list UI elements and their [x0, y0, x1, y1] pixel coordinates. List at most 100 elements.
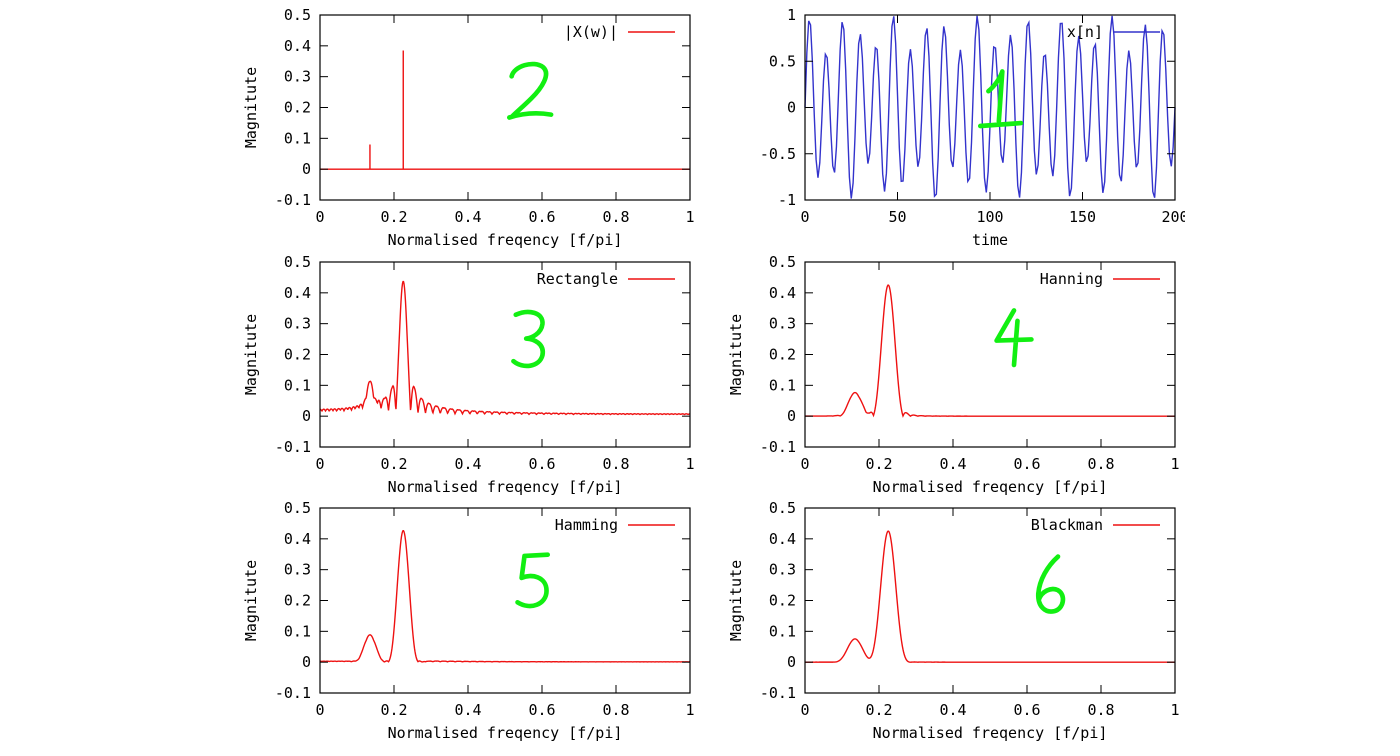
y-tick-label: 0.2 [769, 592, 796, 610]
chart-svg-blackman-window-spectrum: 0 0.2 0.4 0.6 0.8 1-0.100.10.20.30.40.5Normal… [725, 500, 1185, 750]
y-axis-label: Magnitute [242, 560, 260, 641]
x-tick-label: 0.8 [1087, 701, 1114, 719]
x-tick-label: 0.2 [865, 701, 892, 719]
legend-label: Hanning [1040, 270, 1103, 288]
y-axis-label: Magnitute [727, 314, 745, 395]
handwritten-digit-annotation [1035, 554, 1066, 614]
panel-hamming-window-spectrum: 0 0.2 0.4 0.6 0.8 1 -0.1 0 0.1 0.2 0.3 0.4 0.5 Normal… [240, 500, 700, 750]
x-tick-label: 0.8 [602, 701, 629, 719]
x-tick-label: 0 [800, 455, 809, 473]
y-tick-label: 0.2 [284, 592, 311, 610]
x-tick-label: 0.4 [454, 701, 481, 719]
x-tick-label: 200 [1161, 208, 1185, 226]
x-tick-label: 150 [1069, 208, 1096, 226]
x-axis-label: Normalised freqency [f/pi] [873, 724, 1108, 742]
chart-svg-time-signal: 0 50 100 150 200 -1 -0.5 0 0.5 1 time x[n] [725, 7, 1185, 257]
handwritten-digit-annotation [515, 552, 551, 609]
chart-svg-hamming-window-spectrum: 0 0.2 0.4 0.6 0.8 1-0.100.10.20.30.40.5Normal… [240, 500, 700, 750]
series-curve-blackman-window-spectrum [805, 530, 1175, 663]
x-tick-label: 1 [1170, 455, 1179, 473]
legend-label: |X(w)| [564, 23, 618, 41]
panel-dft-spectrum: 0 0.2 0.4 0.6 0.8 1 -0.1 0 0.1 0.2 0.3 0.4 0.5 Normal… [240, 7, 700, 257]
x-tick-label: 0 [315, 208, 324, 226]
plot-background [725, 254, 1185, 504]
y-axis-label: Magnitute [242, 67, 260, 148]
y-tick-label: 0 [302, 653, 311, 671]
x-tick-label: 0 [315, 701, 324, 719]
y-tick-label: 0.5 [769, 52, 796, 70]
y-tick-label: 0.1 [769, 622, 796, 640]
x-axis-label: time [972, 231, 1008, 249]
y-tick-label: -0.1 [275, 191, 311, 209]
y-tick-label: 0.5 [284, 254, 311, 271]
y-tick-label: 0.4 [769, 530, 796, 548]
y-tick-label: 0.4 [284, 530, 311, 548]
x-tick-label: 1 [685, 455, 694, 473]
x-tick-label: 0.4 [454, 208, 481, 226]
x-tick-label: 1 [1170, 701, 1179, 719]
y-tick-label: -0.1 [760, 438, 796, 456]
y-tick-label: 0.5 [284, 500, 311, 517]
x-tick-label: 0.6 [528, 455, 555, 473]
panel-time-signal: 0 50 100 150 200 -1 -0.5 0 0.5 1 time x[n] [725, 7, 1185, 257]
y-tick-label: 0.3 [284, 68, 311, 86]
x-tick-label: 0.6 [1013, 455, 1040, 473]
y-tick-label: -0.1 [760, 684, 796, 702]
y-tick-label: 0.2 [284, 99, 311, 117]
x-tick-label: 1 [685, 701, 694, 719]
x-tick-label: 0.8 [602, 208, 629, 226]
x-tick-label: 0.6 [1013, 701, 1040, 719]
x-tick-label: 0.2 [380, 701, 407, 719]
x-axis-label: Normalised freqency [f/pi] [388, 478, 623, 496]
y-tick-label: 0.3 [769, 561, 796, 579]
x-tick-label: 100 [976, 208, 1003, 226]
x-tick-label: 0.2 [865, 455, 892, 473]
x-tick-label: 0.8 [602, 455, 629, 473]
y-tick-label: 0.3 [284, 315, 311, 333]
series-curve-dft-spectrum [320, 50, 690, 170]
y-tick-label: -0.5 [760, 145, 796, 163]
x-tick-label: 0.2 [380, 208, 407, 226]
panel-blackman-window-spectrum: 0 0.2 0.4 0.6 0.8 1 -0.1 0 0.1 0.2 0.3 0.4 0.5 Normal… [725, 500, 1185, 750]
y-tick-label: -1 [778, 191, 796, 209]
x-tick-label: 0.4 [939, 455, 966, 473]
x-tick-label: 0.2 [380, 455, 407, 473]
y-tick-label: -0.1 [275, 684, 311, 702]
x-axis-label: Normalised freqency [f/pi] [873, 478, 1108, 496]
x-tick-label: 0.6 [528, 208, 555, 226]
y-tick-label: 0.2 [769, 346, 796, 364]
legend-label: Blackman [1031, 516, 1103, 534]
series-curve-rectangle-window-spectrum [319, 280, 691, 416]
x-tick-label: 50 [888, 208, 906, 226]
panel-hanning-window-spectrum: 0 0.2 0.4 0.6 0.8 1 -0.1 0 0.1 0.2 0.3 0.4 0.5 Normal… [725, 254, 1185, 504]
y-tick-label: 0.4 [769, 284, 796, 302]
chart-svg-rectangle-window-spectrum: 0 0.2 0.4 0.6 0.8 1-0.100.10.20.30.40.5Normal… [240, 254, 700, 504]
chart-svg-hanning-window-spectrum: 0 0.2 0.4 0.6 0.8 1-0.100.10.20.30.40.5Normal… [725, 254, 1185, 504]
x-tick-label: 0 [315, 455, 324, 473]
y-axis-label: Magnitute [242, 314, 260, 395]
y-tick-label: 0.1 [284, 129, 311, 147]
panel-rectangle-window-spectrum: 0 0.2 0.4 0.6 0.8 1 -0.1 0 0.1 0.2 0.3 0.4 0.5 Normal… [240, 254, 700, 504]
y-tick-label: 0.5 [769, 500, 796, 517]
handwritten-digit-annotation [977, 69, 1024, 129]
y-tick-label: 0 [302, 160, 311, 178]
x-tick-label: 0.8 [1087, 455, 1114, 473]
handwritten-digit-annotation [507, 61, 554, 120]
digit-4-stroke [994, 308, 1034, 368]
y-tick-label: 0.5 [769, 254, 796, 271]
legend-label: Rectangle [537, 270, 618, 288]
y-tick-label: 0.4 [284, 284, 311, 302]
plot-background [240, 500, 700, 750]
y-tick-label: 0 [787, 653, 796, 671]
handwritten-digit-annotation [511, 309, 546, 369]
y-tick-label: 0.3 [769, 315, 796, 333]
y-axis-label: Magnitute [727, 560, 745, 641]
y-tick-label: 0 [787, 407, 796, 425]
y-tick-label: 0.1 [769, 376, 796, 394]
x-tick-label: 0 [800, 208, 809, 226]
handwritten-digit-annotation [994, 308, 1034, 368]
y-tick-label: 0 [302, 407, 311, 425]
plot-background [240, 7, 700, 257]
plot-background [725, 500, 1185, 750]
